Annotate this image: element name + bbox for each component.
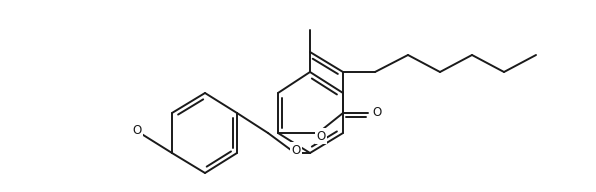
- Text: O: O: [316, 129, 325, 142]
- Text: O: O: [372, 107, 381, 119]
- Text: O: O: [291, 143, 300, 156]
- Text: O: O: [132, 124, 142, 137]
